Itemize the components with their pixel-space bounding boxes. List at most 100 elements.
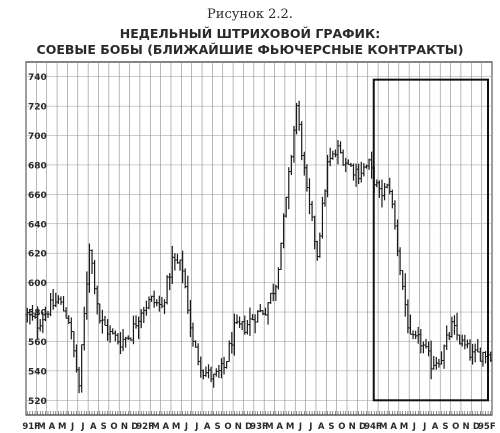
price-bar <box>424 338 428 349</box>
y-axis: 740 720 700 680 660 640 620 600 580 560 540 520 <box>28 73 47 407</box>
x-tick-label: 94F <box>364 422 382 432</box>
price-bar <box>100 309 105 334</box>
price-bar <box>134 315 138 329</box>
x-tick-label: 92F <box>136 422 154 432</box>
y-tick-label: 600 <box>28 279 47 289</box>
price-bar <box>452 315 457 335</box>
price-bar <box>297 100 301 131</box>
x-tick-label: O <box>452 422 459 432</box>
x-tick-label: N <box>463 422 470 432</box>
price-bar <box>403 273 408 317</box>
price-bar <box>390 189 395 209</box>
price-bar <box>276 267 281 290</box>
x-tick-label: S <box>215 422 221 432</box>
x-tick-label: A <box>204 422 211 432</box>
x-tick-label: J <box>308 422 312 432</box>
y-tick-label: 560 <box>28 338 47 348</box>
price-bar <box>51 288 55 310</box>
highlight-box-layer <box>372 78 490 402</box>
x-tick-label: D <box>473 422 480 432</box>
price-bar <box>113 330 118 342</box>
x-tick-label: A <box>163 422 170 432</box>
x-tick-label: M <box>37 422 45 432</box>
y-tick-label: 580 <box>28 309 47 319</box>
y-tick-label: 660 <box>28 191 47 201</box>
price-bar <box>266 301 270 325</box>
y-tick-label: 520 <box>28 397 47 407</box>
price-bar <box>442 344 446 369</box>
x-tick-label: J <box>298 422 302 432</box>
y-tick-label: 740 <box>28 73 47 83</box>
price-bar <box>121 329 125 352</box>
price-bar <box>380 179 384 208</box>
price-bar <box>268 292 273 304</box>
x-tick-label: M <box>286 422 294 432</box>
price-bar <box>382 183 387 201</box>
x-tick-label: S <box>328 422 334 432</box>
price-bar <box>131 315 136 345</box>
y-tick-label: 540 <box>28 367 47 377</box>
price-bar <box>103 315 107 326</box>
price-bar <box>421 341 426 354</box>
price-bar <box>173 253 177 271</box>
x-tick-label: O <box>224 422 231 432</box>
price-bar <box>48 292 53 317</box>
price-bar <box>463 334 467 350</box>
x-tick-label: J <box>194 422 198 432</box>
x-tick-label: M <box>151 422 159 432</box>
y-tick-label: 640 <box>28 220 47 230</box>
x-tick-label: M <box>58 422 66 432</box>
chart-grid <box>25 61 493 416</box>
price-bar <box>183 268 188 289</box>
price-bar <box>186 275 190 314</box>
price-bar <box>237 316 242 328</box>
x-tick-label: A <box>276 422 283 432</box>
chart-subtitle: СОЕВЫЕ БОБЫ (БЛИЖАЙШИЕ ФЬЮЧЕРСНЫЕ КОНТРА… <box>37 42 464 57</box>
price-bar <box>61 296 66 312</box>
x-tick-label: N <box>349 422 356 432</box>
price-bar <box>328 147 332 167</box>
price-bar <box>224 361 229 369</box>
x-tick-label: M <box>379 422 387 432</box>
price-bars <box>25 100 493 394</box>
x-tick-label: J <box>80 422 84 432</box>
x-tick-label: O <box>110 422 117 432</box>
price-bar <box>165 275 169 305</box>
x-tick-label: S <box>442 422 448 432</box>
price-bar <box>38 319 43 332</box>
x-tick-label: J <box>184 422 188 432</box>
price-bar <box>196 343 200 366</box>
plot-frame <box>25 61 493 416</box>
price-bar <box>455 312 459 341</box>
x-tick-label: A <box>390 422 397 432</box>
price-bar <box>413 330 418 340</box>
x-tick-label: N <box>235 422 242 432</box>
highlight-box <box>372 78 490 402</box>
x-tick-label: M <box>172 422 180 432</box>
price-bar <box>217 364 221 378</box>
price-bar <box>310 200 314 222</box>
price-bar <box>307 178 312 215</box>
x-tick-label: D <box>131 422 138 432</box>
x-tick-label: J <box>422 422 426 432</box>
x-tick-label: J <box>70 422 74 432</box>
price-bar <box>206 364 211 379</box>
price-bar <box>152 290 156 308</box>
price-bar <box>341 149 345 166</box>
y-tick-label: 700 <box>28 132 47 142</box>
price-bar <box>248 307 252 336</box>
price-bar <box>204 366 208 377</box>
price-bar <box>72 331 76 358</box>
x-tick-label: N <box>121 422 128 432</box>
price-bar <box>175 253 180 264</box>
price-bar <box>214 368 219 377</box>
price-bar <box>279 242 283 270</box>
price-bar <box>400 269 405 290</box>
x-tick-label: S <box>101 422 107 432</box>
price-bar <box>488 351 493 362</box>
price-bar <box>235 314 239 325</box>
price-bar <box>299 121 304 161</box>
price-bar <box>475 338 480 353</box>
